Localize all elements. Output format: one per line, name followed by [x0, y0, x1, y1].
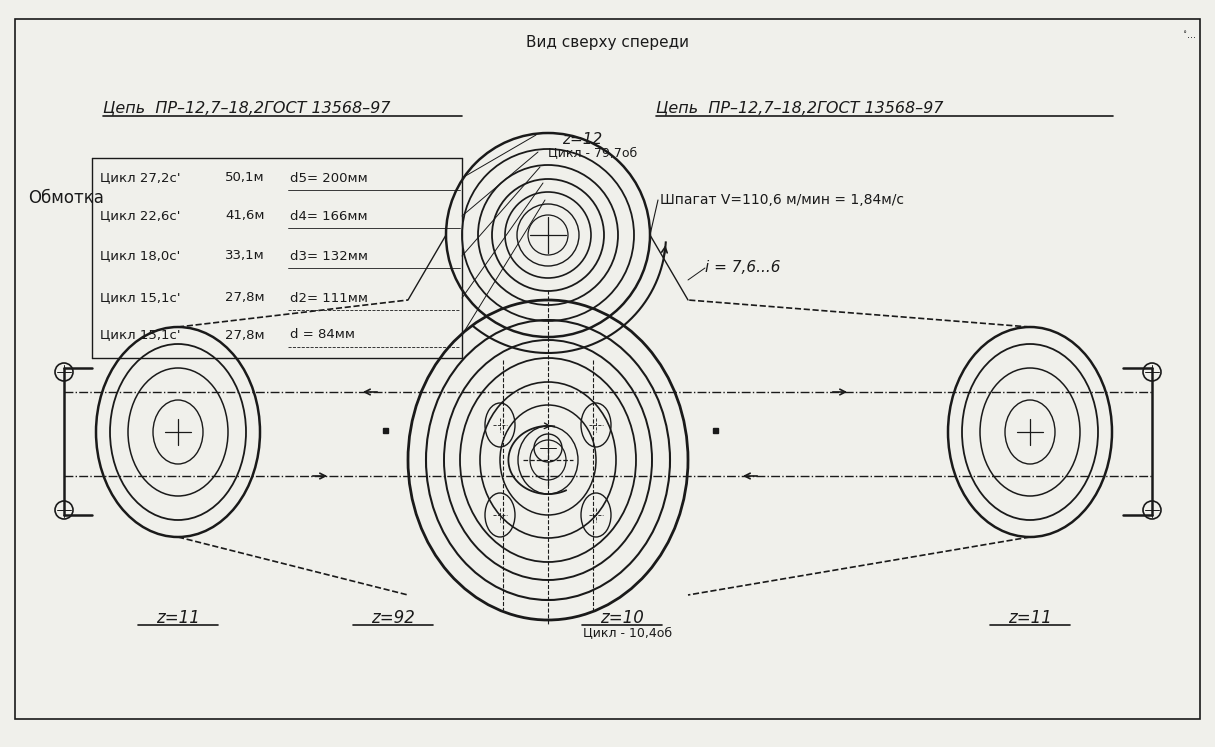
Text: z=92: z=92 [371, 609, 416, 627]
Text: Цикл 22,6с': Цикл 22,6с' [100, 209, 180, 223]
Text: Вид сверху спереди: Вид сверху спереди [526, 34, 689, 49]
Text: Цепь  ПР–12,7–18,2ГОСТ 13568–97: Цепь ПР–12,7–18,2ГОСТ 13568–97 [656, 101, 943, 116]
Text: Цикл 15,1с': Цикл 15,1с' [100, 291, 181, 305]
Text: 33,1м: 33,1м [225, 249, 265, 262]
Text: Шпагат V=110,6 м/мин = 1,84м/с: Шпагат V=110,6 м/мин = 1,84м/с [660, 193, 904, 207]
Text: d2= 111мм: d2= 111мм [290, 291, 368, 305]
Text: z=11: z=11 [156, 609, 200, 627]
Text: Цикл 15,1с': Цикл 15,1с' [100, 329, 181, 341]
Text: d5= 200мм: d5= 200мм [290, 172, 368, 185]
Text: Цикл - 10,4об: Цикл - 10,4об [583, 627, 672, 640]
Bar [712, 427, 718, 433]
Text: 27,8м: 27,8м [225, 291, 265, 305]
Text: Цикл - 79,7об: Цикл - 79,7об [548, 147, 637, 161]
Text: z=12: z=12 [563, 132, 603, 147]
Text: Цепь  ПР–12,7–18,2ГОСТ 13568–97: Цепь ПР–12,7–18,2ГОСТ 13568–97 [103, 101, 390, 116]
Text: 41,6м: 41,6м [225, 209, 265, 223]
Text: d4= 166мм: d4= 166мм [290, 209, 368, 223]
Text: z=10: z=10 [600, 609, 644, 627]
Bar [383, 427, 388, 433]
Text: 50,1м: 50,1м [225, 172, 265, 185]
Text: z=11: z=11 [1008, 609, 1052, 627]
Text: Цикл 27,2с': Цикл 27,2с' [100, 172, 181, 185]
Text: Обмотка: Обмотка [28, 189, 103, 207]
Text: 27,8м: 27,8м [225, 329, 265, 341]
Text: $^{\circ}$...: $^{\circ}$... [1182, 29, 1197, 41]
Text: Цикл 18,0с': Цикл 18,0с' [100, 249, 180, 262]
Text: i = 7,6...6: i = 7,6...6 [705, 261, 780, 276]
Text: d3= 132мм: d3= 132мм [290, 249, 368, 262]
Text: d = 84мм: d = 84мм [290, 329, 355, 341]
